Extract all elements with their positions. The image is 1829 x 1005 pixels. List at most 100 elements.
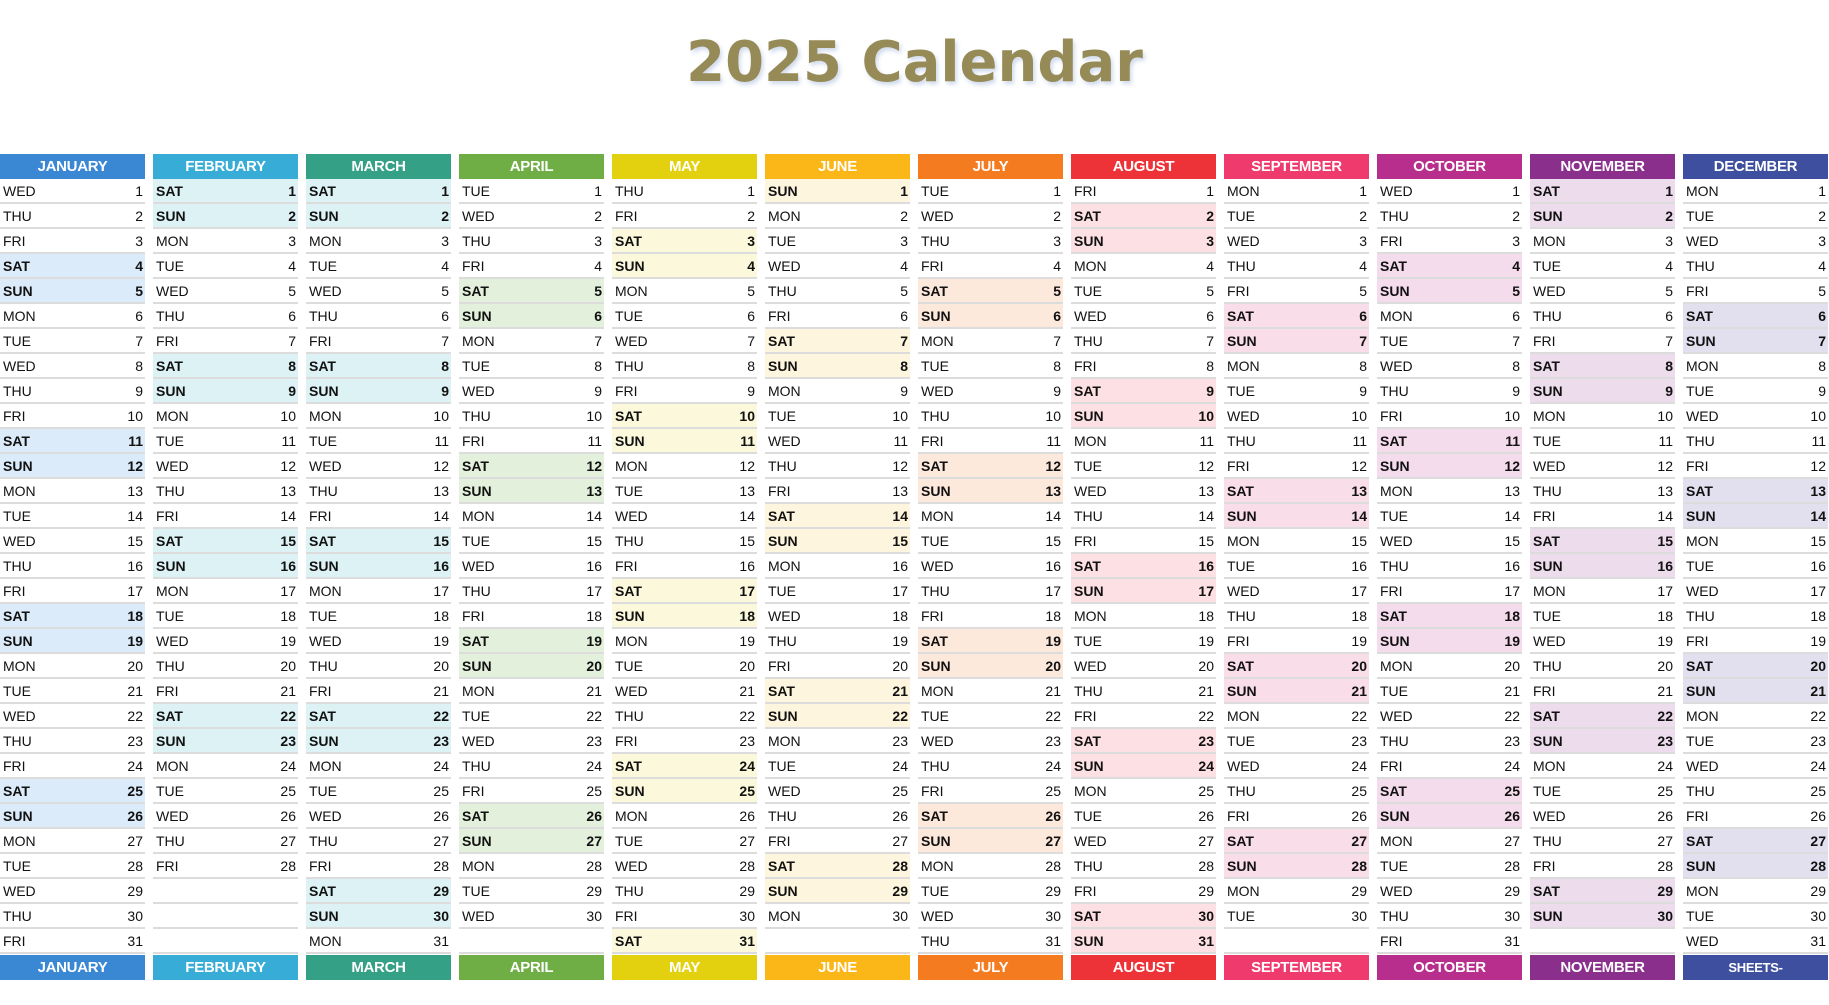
month-header: OCTOBER <box>1377 154 1522 179</box>
day-number: 7 <box>1206 333 1214 349</box>
day-number: 15 <box>586 533 602 549</box>
weekday-label: TUE <box>1686 558 1714 574</box>
day-row: FRI 2 <box>612 204 757 229</box>
day-row: TUE 22 <box>918 704 1063 729</box>
day-row: FRI 27 <box>765 829 910 854</box>
weekday-label: FRI <box>1227 808 1250 824</box>
weekday-label: SUN <box>1686 683 1716 699</box>
day-row: MON 10 <box>153 404 298 429</box>
weekday-label: MON <box>1074 433 1107 449</box>
weekday-label: WED <box>1227 583 1260 599</box>
day-row: THU 30 <box>1377 904 1522 929</box>
day-row: MON 14 <box>918 504 1063 529</box>
day-row: FRI 6 <box>765 304 910 329</box>
day-number: 9 <box>288 383 296 399</box>
day-number: 22 <box>1504 708 1520 724</box>
day-number: 10 <box>280 408 296 424</box>
weekday-label: MON <box>462 683 495 699</box>
day-number: 6 <box>1359 308 1367 324</box>
day-row: TUE 9 <box>1224 379 1369 404</box>
weekday-label: TUE <box>1380 858 1408 874</box>
weekday-label: WED <box>768 258 801 274</box>
day-number: 4 <box>1053 258 1061 274</box>
weekday-label: WED <box>1686 933 1719 949</box>
day-number: 23 <box>127 733 143 749</box>
day-number: 16 <box>433 558 449 574</box>
weekday-label: TUE <box>1227 383 1255 399</box>
weekday-label: TUE <box>921 533 949 549</box>
day-row <box>765 929 910 954</box>
day-row: MON 30 <box>765 904 910 929</box>
day-row: THU 23 <box>1377 729 1522 754</box>
day-number: 28 <box>739 858 755 874</box>
day-number: 18 <box>739 608 755 624</box>
weekday-label: TUE <box>462 708 490 724</box>
day-number: 23 <box>739 733 755 749</box>
weekday-label: MON <box>1533 583 1566 599</box>
day-number: 3 <box>288 233 296 249</box>
day-number: 15 <box>1198 533 1214 549</box>
day-row: TUE 14 <box>1377 504 1522 529</box>
day-row: SUN 29 <box>765 879 910 904</box>
day-number: 10 <box>1198 408 1214 424</box>
weekday-label: TUE <box>1227 208 1255 224</box>
day-number: 28 <box>1657 858 1673 874</box>
day-number: 23 <box>1351 733 1367 749</box>
day-row: THU 23 <box>0 729 145 754</box>
day-number: 30 <box>739 908 755 924</box>
month-footer: SEPTEMBER <box>1224 955 1369 980</box>
weekday-label: MON <box>462 508 495 524</box>
day-number: 5 <box>1206 283 1214 299</box>
weekday-label: MON <box>309 233 342 249</box>
weekday-label: MON <box>3 833 36 849</box>
weekday-label: MON <box>921 508 954 524</box>
day-number: 31 <box>1045 933 1061 949</box>
day-row: SAT 26 <box>459 804 604 829</box>
weekday-label: SUN <box>1533 208 1563 224</box>
weekday-label: SAT <box>1686 658 1713 674</box>
day-row: SUN 20 <box>459 654 604 679</box>
day-row: SAT 20 <box>1683 654 1828 679</box>
day-row: SAT 5 <box>459 279 604 304</box>
day-number: 12 <box>586 458 602 474</box>
day-number: 17 <box>1198 583 1214 599</box>
month-header: AUGUST <box>1071 154 1216 179</box>
weekday-label: SUN <box>1533 733 1563 749</box>
weekday-label: THU <box>3 558 32 574</box>
day-row: THU 27 <box>1530 829 1675 854</box>
day-row: SAT 5 <box>918 279 1063 304</box>
weekday-label: THU <box>3 733 32 749</box>
weekday-label: SAT <box>1686 308 1713 324</box>
day-number: 19 <box>280 633 296 649</box>
weekday-label: TUE <box>1533 433 1561 449</box>
day-number: 10 <box>127 408 143 424</box>
day-number: 23 <box>892 733 908 749</box>
month-header: MARCH <box>306 154 451 179</box>
weekday-label: FRI <box>1533 683 1556 699</box>
day-row: SUN 17 <box>1071 579 1216 604</box>
day-number: 19 <box>586 633 602 649</box>
day-row: WED 17 <box>1683 579 1828 604</box>
day-number: 30 <box>1045 908 1061 924</box>
day-row: SUN 30 <box>306 904 451 929</box>
day-row: MON 29 <box>1683 879 1828 904</box>
weekday-label: SAT <box>1380 608 1407 624</box>
day-number: 15 <box>1657 533 1673 549</box>
day-row: SAT 14 <box>765 504 910 529</box>
day-row: SUN 15 <box>765 529 910 554</box>
day-row: FRI 14 <box>306 504 451 529</box>
weekday-label: THU <box>1686 608 1715 624</box>
day-number: 23 <box>1504 733 1520 749</box>
day-number: 21 <box>1504 683 1520 699</box>
weekday-label: SUN <box>1227 333 1257 349</box>
day-row <box>153 929 298 954</box>
weekday-label: SAT <box>615 758 642 774</box>
day-row: FRI 20 <box>765 654 910 679</box>
day-number: 6 <box>135 308 143 324</box>
day-row: THU 18 <box>1224 604 1369 629</box>
weekday-label: FRI <box>156 858 179 874</box>
day-row: MON 17 <box>306 579 451 604</box>
weekday-label: TUE <box>768 233 796 249</box>
weekday-label: WED <box>921 733 954 749</box>
day-number: 19 <box>1045 633 1061 649</box>
